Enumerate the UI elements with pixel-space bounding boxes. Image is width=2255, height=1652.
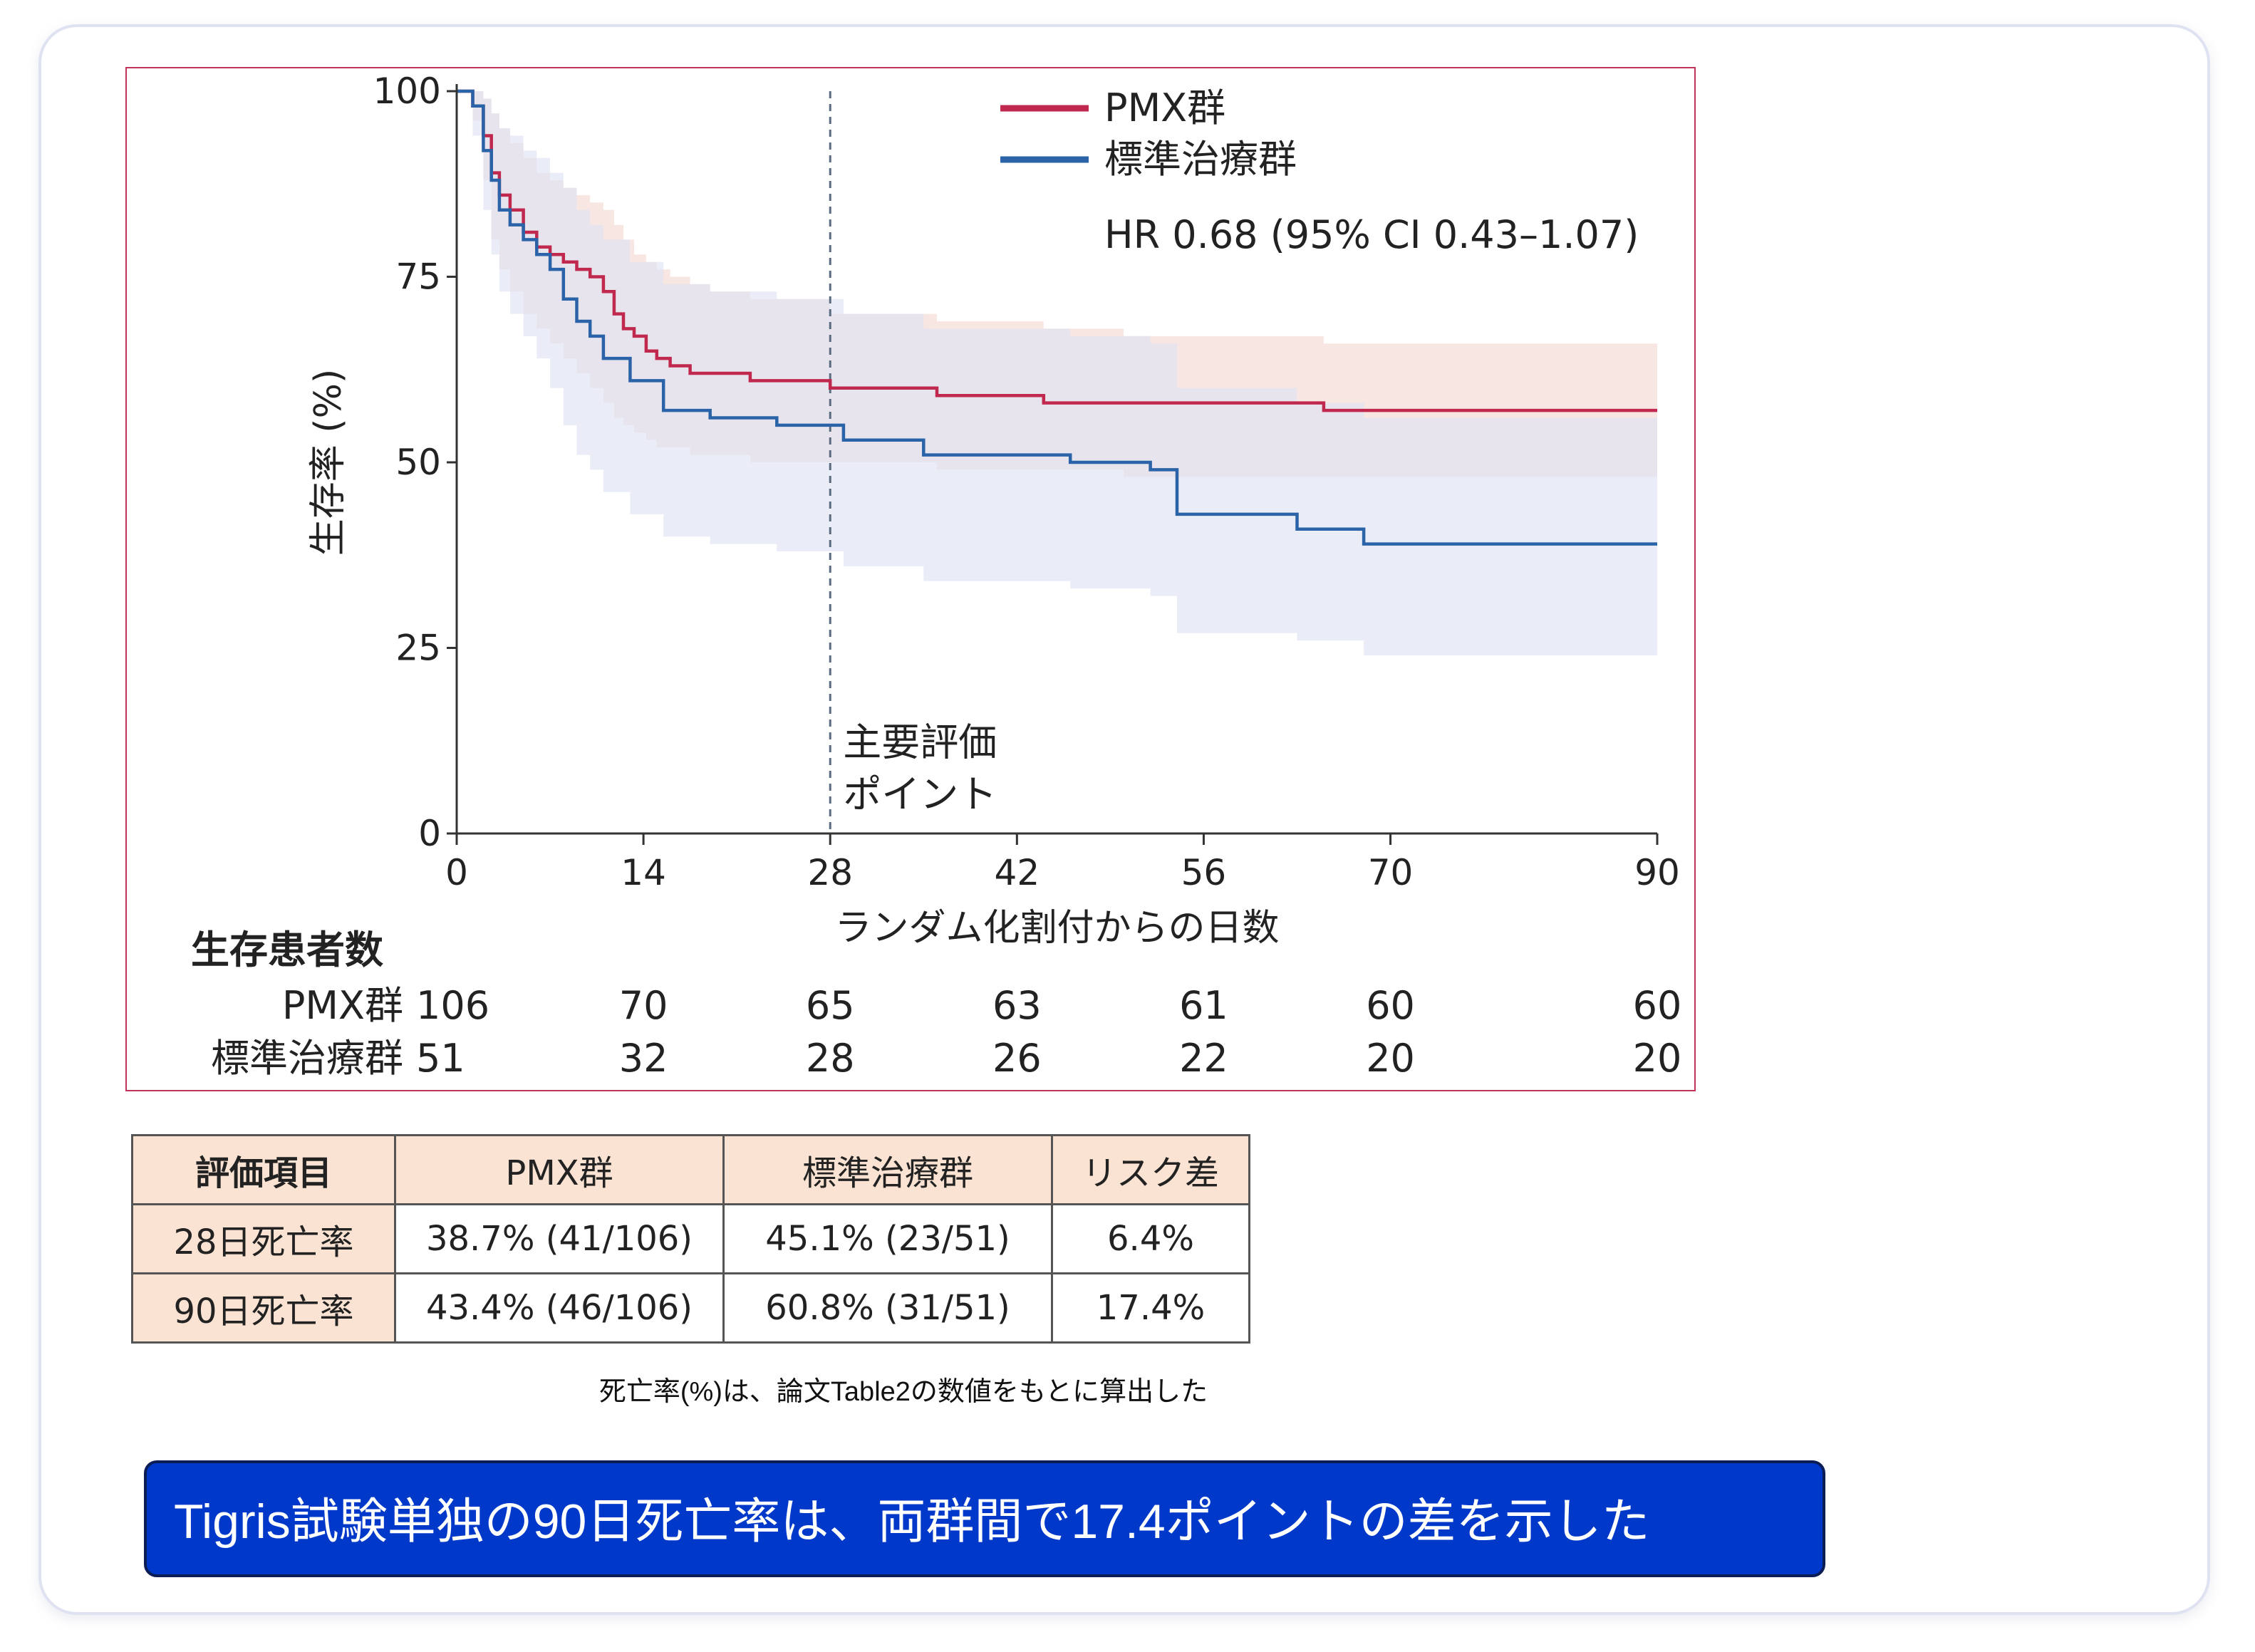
x-tick-label: 28 <box>807 852 853 893</box>
risk-count: 60 <box>1366 983 1415 1028</box>
table-cell: 43.4% (46/106) <box>394 1272 725 1344</box>
table-footnote: 死亡率(%)は、論文Table2の数値をもとに算出した <box>598 1377 1208 1407</box>
x-tick-label: 70 <box>1368 852 1414 893</box>
series-line <box>457 89 1657 546</box>
y-tick-label: 50 <box>395 442 441 483</box>
table-cell: 38.7% (41/106) <box>394 1203 725 1274</box>
series-line <box>457 89 1657 412</box>
risk-count: 65 <box>806 983 855 1028</box>
x-tick-label: 90 <box>1634 852 1680 893</box>
table-row-label: 90日死亡率 <box>131 1272 396 1344</box>
table-header-cell: PMX群 <box>394 1134 725 1205</box>
y-axis-label: 生存率 (%) <box>307 369 350 556</box>
risk-count: 26 <box>992 1036 1042 1081</box>
mortality-table: 評価項目 PMX群 標準治療群 リスク差 28日死亡率 38.7% (41/10… <box>131 1134 1250 1344</box>
risk-count: 22 <box>1179 1036 1228 1081</box>
risk-count: 63 <box>992 983 1042 1028</box>
table-header-cell: リスク差 <box>1051 1134 1250 1205</box>
legend-label: 標準治療群 <box>1104 137 1297 182</box>
x-axis-label: ランダム化割付からの日数 <box>834 907 1279 950</box>
y-tick-label: 0 <box>418 813 441 854</box>
table-header-cell: 標準治療群 <box>722 1134 1053 1205</box>
risk-row-label: PMX群 <box>282 983 403 1028</box>
reference-line-label: 主要評価 <box>843 720 997 765</box>
table-header-cell: 評価項目 <box>131 1134 396 1205</box>
hazard-ratio-annotation: HR 0.68 (95% CI 0.43–1.07) <box>1104 212 1639 257</box>
km-chart: 0 25 50 75 100 0 14 28 42 56 70 90 ランダム化割付からの日数 生存率 (… <box>191 71 1682 1081</box>
legend-label: PMX群 <box>1104 85 1225 130</box>
table-cell: 45.1% (23/51) <box>722 1203 1053 1274</box>
x-tick-label: 56 <box>1181 852 1227 893</box>
y-tick-label: 100 <box>373 71 441 112</box>
x-tick-label: 14 <box>621 852 666 893</box>
table-row: 28日死亡率 38.7% (41/106) 45.1% (23/51) 6.4% <box>131 1203 1250 1274</box>
risk-count: 60 <box>1633 983 1682 1028</box>
risk-count: 32 <box>619 1036 668 1081</box>
km-chart-frame: 0 25 50 75 100 0 14 28 42 56 70 90 ランダム化割付からの日数 生存率 (… <box>125 67 1696 1091</box>
y-tick-label: 75 <box>395 256 441 298</box>
x-tick-label: 42 <box>995 852 1040 893</box>
risk-count: 28 <box>806 1036 855 1081</box>
table-cell: 17.4% <box>1051 1272 1250 1344</box>
risk-count: 70 <box>619 983 668 1028</box>
risk-count: 61 <box>1179 983 1228 1028</box>
table-header-row: 評価項目 PMX群 標準治療群 リスク差 <box>131 1134 1250 1205</box>
risk-count: 106 <box>416 983 489 1028</box>
table-row-label: 28日死亡率 <box>131 1203 396 1274</box>
y-tick-label: 25 <box>395 628 441 669</box>
table-cell: 6.4% <box>1051 1203 1250 1274</box>
risk-count: 51 <box>416 1036 465 1081</box>
x-tick-label: 0 <box>445 852 468 893</box>
risk-count: 20 <box>1366 1036 1415 1081</box>
risk-count: 20 <box>1633 1036 1682 1081</box>
table-cell: 60.8% (31/51) <box>722 1272 1053 1344</box>
reference-line-label: ポイント <box>843 772 997 817</box>
risk-table-header: 生存患者数 <box>191 928 383 972</box>
risk-row-label: 標準治療群 <box>211 1036 403 1081</box>
conclusion-callout: Tigris試験単独の90日死亡率は、両群間で17.4ポイントの差を示した <box>144 1460 1825 1577</box>
table-row: 90日死亡率 43.4% (46/106) 60.8% (31/51) 17.4… <box>131 1272 1250 1344</box>
confidence-band <box>457 91 1657 655</box>
